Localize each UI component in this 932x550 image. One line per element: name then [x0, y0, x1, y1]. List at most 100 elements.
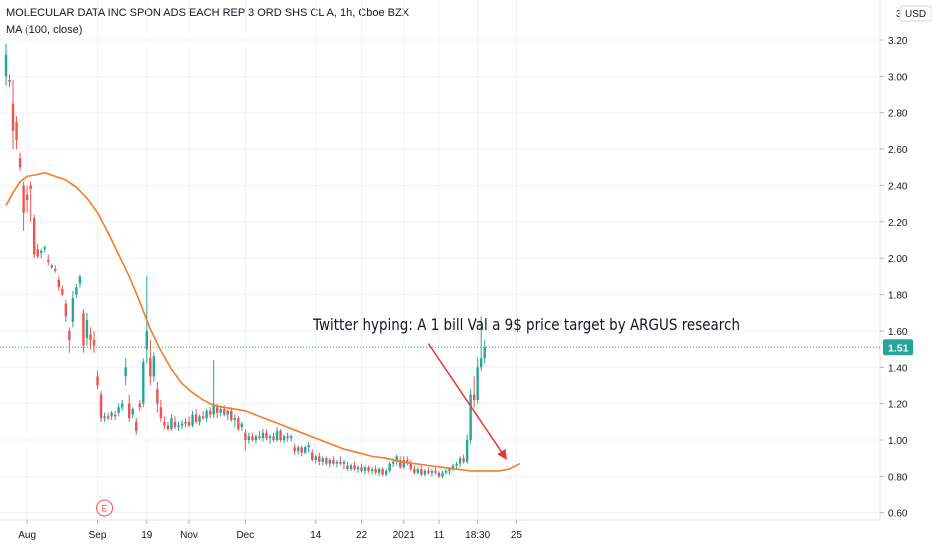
- candle[interactable]: [462, 454, 465, 464]
- candle[interactable]: [177, 421, 180, 431]
- candle[interactable]: [356, 465, 360, 473]
- candle[interactable]: [286, 432, 289, 442]
- candle[interactable]: [54, 265, 57, 273]
- candle[interactable]: [321, 456, 324, 466]
- candle[interactable]: [318, 452, 321, 466]
- candle[interactable]: [413, 465, 416, 475]
- candle[interactable]: [106, 412, 110, 420]
- candle[interactable]: [47, 254, 50, 266]
- candle[interactable]: [399, 456, 402, 470]
- candle[interactable]: [335, 460, 339, 468]
- candle[interactable]: [149, 340, 152, 386]
- candle[interactable]: [71, 290, 75, 328]
- candle[interactable]: [307, 441, 310, 453]
- candle[interactable]: [156, 381, 159, 413]
- candle[interactable]: [339, 456, 342, 466]
- candle[interactable]: [191, 410, 194, 428]
- candle[interactable]: [208, 407, 212, 419]
- candle[interactable]: [110, 410, 113, 420]
- candle[interactable]: [374, 465, 377, 475]
- candle[interactable]: [212, 360, 215, 419]
- candle[interactable]: [128, 394, 131, 422]
- candle[interactable]: [198, 414, 201, 426]
- candle[interactable]: [465, 434, 469, 464]
- candle[interactable]: [377, 467, 381, 477]
- candle[interactable]: [423, 469, 427, 477]
- candle[interactable]: [451, 463, 455, 471]
- candle[interactable]: [275, 427, 279, 442]
- candle[interactable]: [163, 416, 166, 430]
- currency-box[interactable]: [899, 5, 932, 22]
- candle[interactable]: [138, 400, 141, 411]
- candle[interactable]: [455, 461, 458, 470]
- candle[interactable]: [61, 285, 64, 297]
- price-axis[interactable]: 0.60 0.80 1.00 1.20 1.40 1.60 1.80 2.00 2.20 2.40…: [880, 5, 932, 520]
- candle[interactable]: [261, 429, 265, 442]
- candle[interactable]: [363, 465, 367, 475]
- candle[interactable]: [226, 409, 229, 420]
- candle[interactable]: [353, 461, 356, 471]
- candle[interactable]: [265, 429, 268, 440]
- candle[interactable]: [117, 403, 120, 417]
- candle[interactable]: [437, 470, 441, 479]
- candle[interactable]: [388, 461, 391, 473]
- candle[interactable]: [483, 340, 486, 364]
- candle[interactable]: [395, 454, 398, 466]
- candle[interactable]: [32, 214, 36, 259]
- candle[interactable]: [18, 152, 22, 171]
- candle[interactable]: [480, 316, 483, 371]
- candle[interactable]: [184, 418, 187, 428]
- candle[interactable]: [230, 407, 233, 422]
- candle[interactable]: [201, 410, 205, 420]
- candle[interactable]: [180, 420, 184, 430]
- candle[interactable]: [409, 460, 412, 471]
- candle[interactable]: [328, 458, 332, 468]
- candle[interactable]: [187, 416, 191, 428]
- candle[interactable]: [360, 463, 363, 473]
- candle[interactable]: [99, 390, 103, 422]
- candle[interactable]: [370, 467, 374, 475]
- candle[interactable]: [304, 445, 307, 455]
- candle[interactable]: [314, 454, 317, 464]
- candle[interactable]: [444, 469, 448, 475]
- candle[interactable]: [279, 429, 282, 442]
- candle[interactable]: [173, 416, 177, 430]
- candle[interactable]: [57, 276, 60, 291]
- candle[interactable]: [22, 181, 25, 231]
- candle[interactable]: [124, 358, 127, 386]
- candle[interactable]: [131, 407, 134, 419]
- candle[interactable]: [43, 245, 46, 253]
- candle[interactable]: [476, 358, 479, 404]
- candle[interactable]: [233, 414, 236, 428]
- candle[interactable]: [381, 467, 384, 477]
- candle[interactable]: [78, 274, 82, 288]
- candle[interactable]: [166, 421, 170, 431]
- candle[interactable]: [103, 412, 106, 422]
- candle[interactable]: [29, 181, 32, 222]
- candle[interactable]: [311, 449, 314, 462]
- candle[interactable]: [300, 445, 303, 457]
- candle[interactable]: [346, 461, 349, 471]
- candle[interactable]: [384, 469, 388, 477]
- candle[interactable]: [434, 467, 437, 475]
- candle[interactable]: [113, 410, 117, 420]
- candle[interactable]: [92, 330, 96, 353]
- candle[interactable]: [254, 434, 258, 444]
- time-axis[interactable]: Aug Sep 19 Nov Dec 14 22 2021 11 18:30 25: [18, 520, 522, 541]
- earnings-marker[interactable]: [96, 499, 114, 517]
- candle[interactable]: [282, 434, 286, 444]
- candle[interactable]: [416, 467, 420, 475]
- candle[interactable]: [296, 445, 300, 455]
- candle[interactable]: [420, 465, 423, 477]
- candle[interactable]: [240, 421, 244, 431]
- candle[interactable]: [75, 283, 78, 299]
- candle[interactable]: [36, 243, 39, 259]
- candle[interactable]: [458, 456, 462, 468]
- candle[interactable]: [289, 434, 293, 442]
- candle[interactable]: [441, 470, 444, 479]
- candle[interactable]: [244, 429, 247, 451]
- candle[interactable]: [68, 327, 71, 353]
- candle[interactable]: [170, 414, 173, 431]
